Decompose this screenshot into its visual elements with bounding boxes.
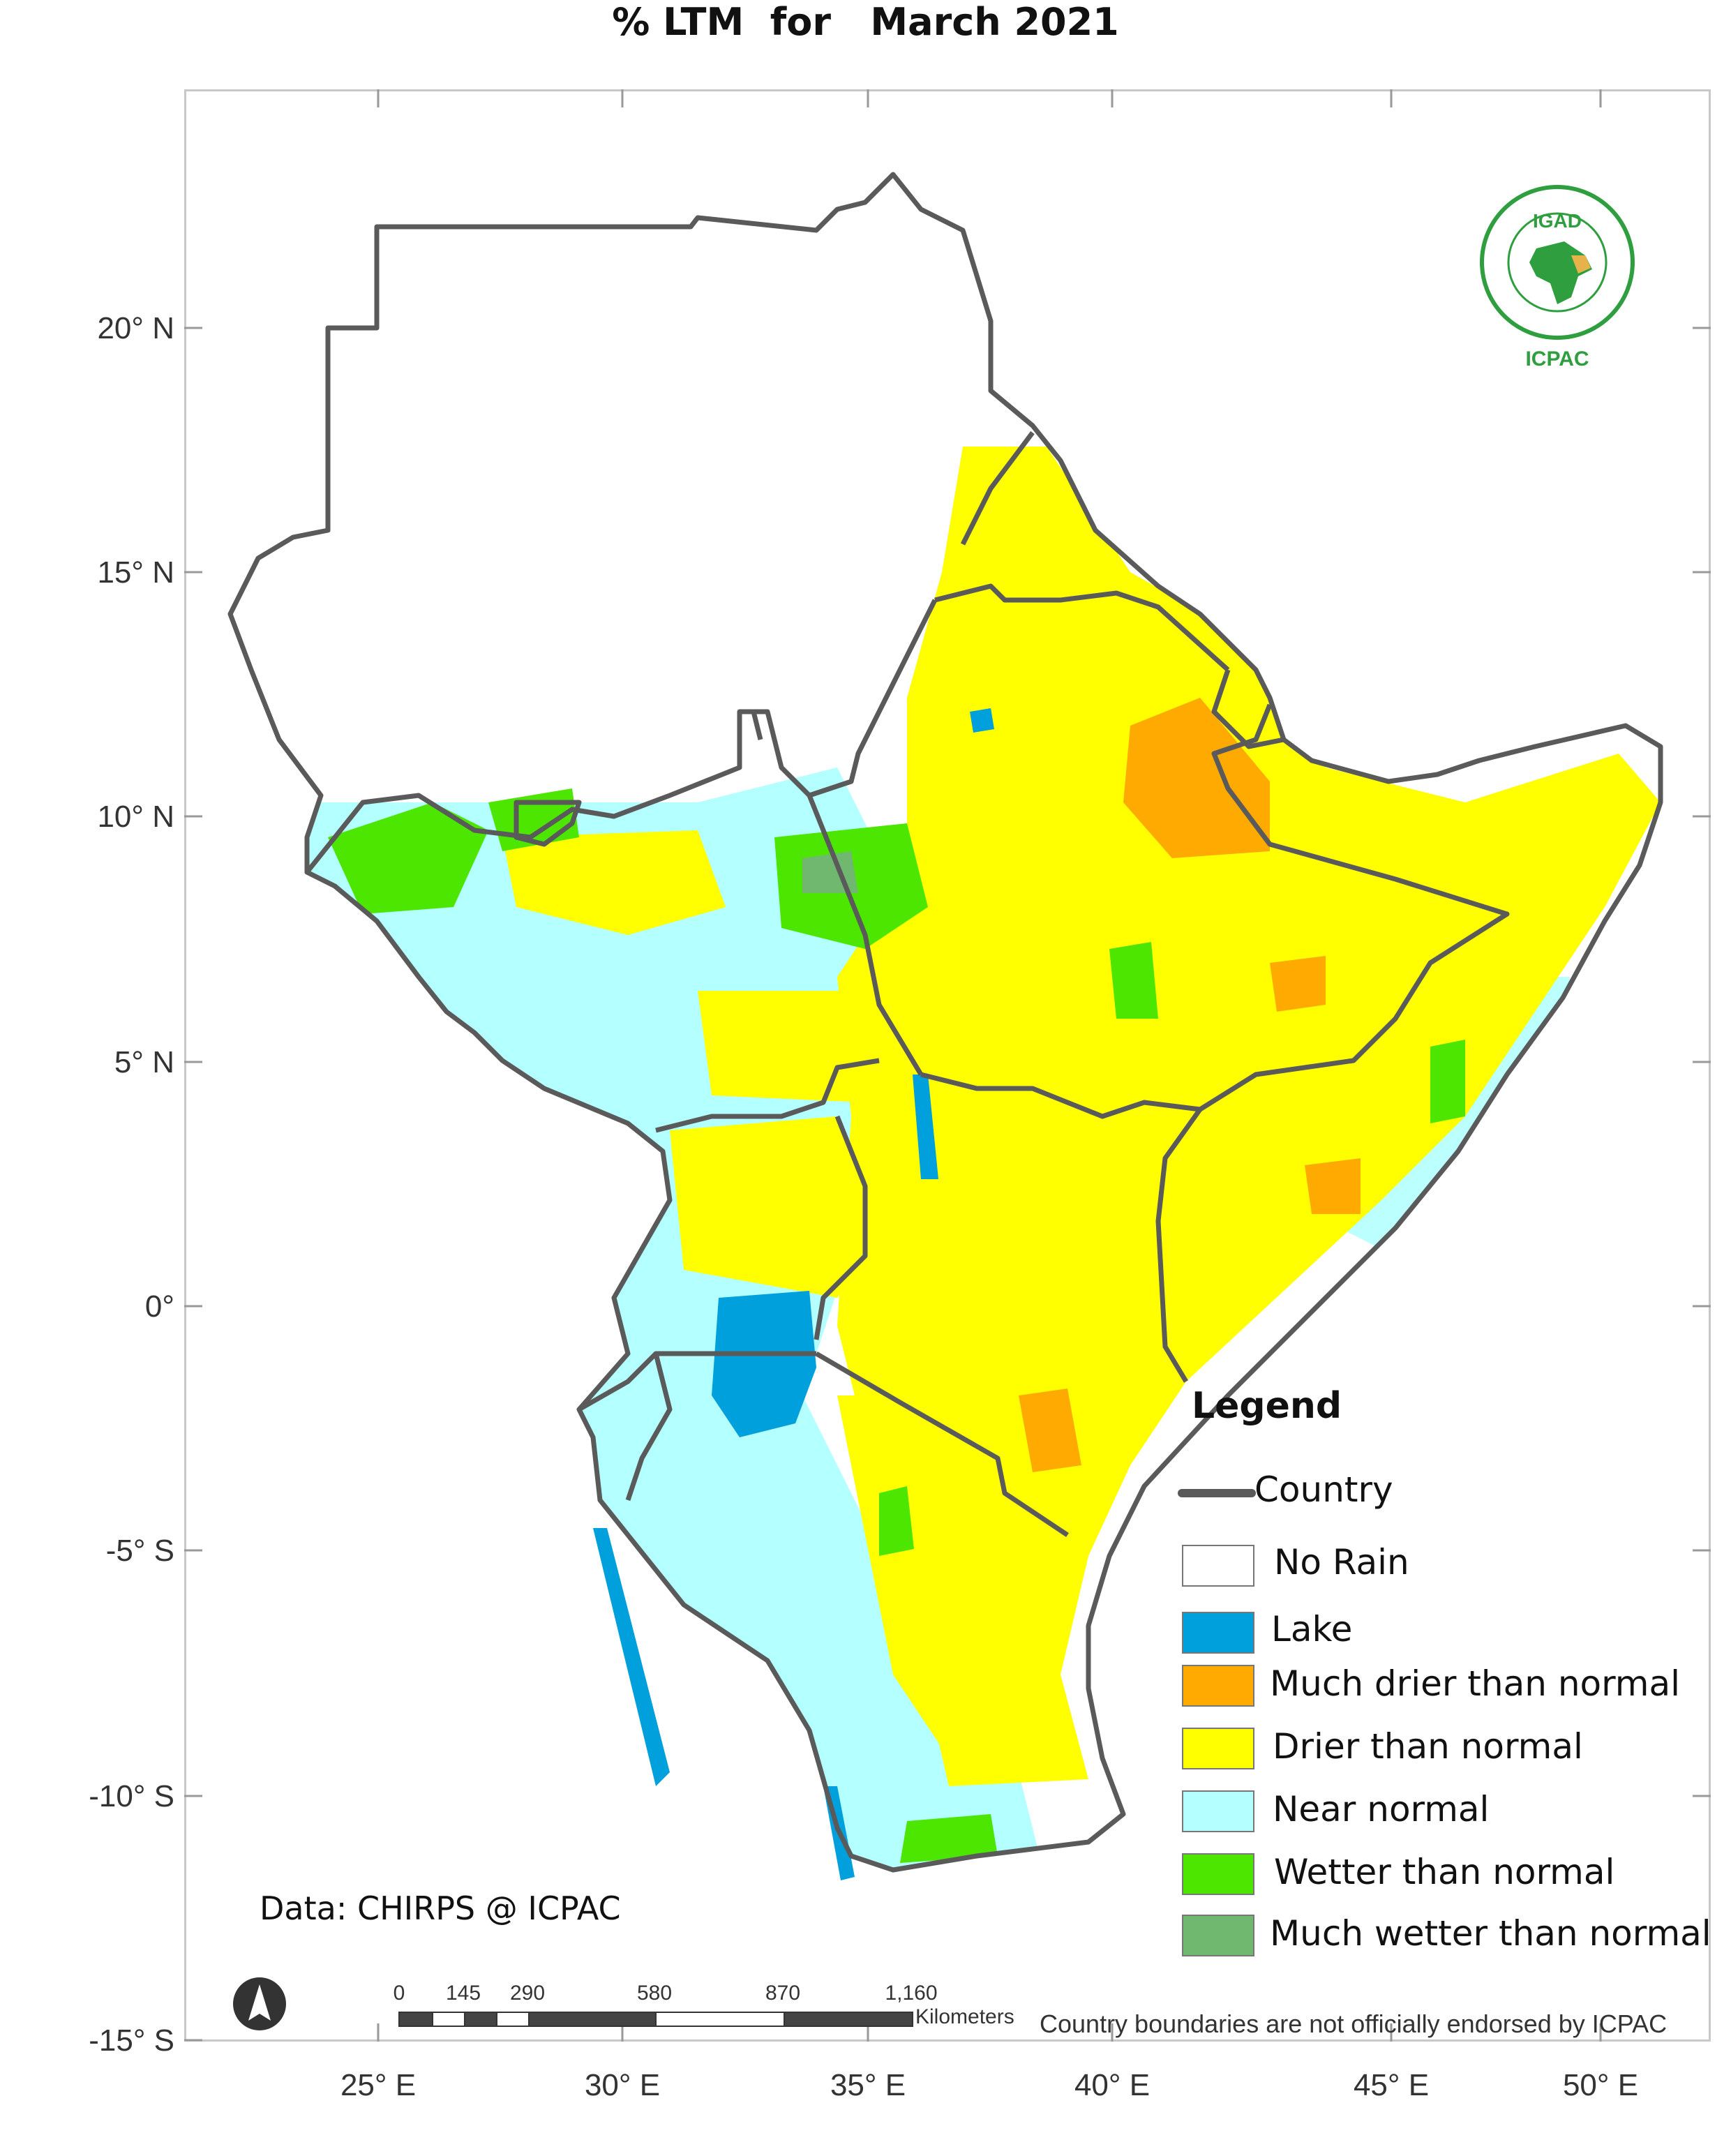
lakes xyxy=(593,708,994,1880)
border-south-sudan-ethiopia xyxy=(807,794,924,1076)
data-credit: Data: CHIRPS @ ICPAC xyxy=(260,1889,621,1927)
lake-turkana xyxy=(913,1075,938,1179)
igad-region-shape-icon xyxy=(1571,255,1591,274)
legend-label-drier: Drier than normal xyxy=(1273,1726,1583,1767)
scale-tick-0: 0 xyxy=(393,1982,405,2005)
lon-label-40e: 40° E xyxy=(1074,2068,1151,2102)
scale-bar-unit: Kilometers xyxy=(915,2005,1014,2028)
north-arrow-icon xyxy=(233,1977,286,2030)
axis-ticks xyxy=(184,89,1711,2042)
lat-label-0: 0° xyxy=(144,1289,174,1324)
lat-label-5s: -5° S xyxy=(105,1534,174,1568)
lat-label-10s: -10° S xyxy=(89,1779,174,1813)
class-wetter-area-ethiopia xyxy=(1109,942,1158,1019)
scale-tick-290: 290 xyxy=(509,1982,546,2005)
border-sudan-centre xyxy=(740,709,763,740)
lon-label-30e: 30° E xyxy=(584,2068,661,2102)
legend-label-near-normal: Near normal xyxy=(1273,1789,1490,1829)
border-ethiopia-kenya xyxy=(920,1072,1201,1119)
border-sudan-south-sudan xyxy=(305,599,938,874)
legend-swatch-no-rain xyxy=(1182,1545,1254,1587)
border-eritrea xyxy=(960,431,1035,546)
lake-victoria xyxy=(712,1291,816,1437)
boundary-disclaimer: Country boundaries are not officially en… xyxy=(1040,2009,1668,2038)
lat-label-15s: -15° S xyxy=(89,2023,174,2058)
border-rwanda-burundi xyxy=(578,1351,673,1502)
class-drier-area-south-sudan xyxy=(698,991,879,1102)
lon-label-35e: 35° E xyxy=(830,2068,906,2102)
lon-label-45e: 45° E xyxy=(1353,2068,1430,2102)
class-wetter-area-west xyxy=(328,802,488,914)
border-sudan-ethiopia xyxy=(934,583,1230,672)
lake-tanganyika xyxy=(593,1528,670,1786)
igad-logo: IGAD ICPAC xyxy=(1480,185,1635,370)
border-south-sudan-uganda xyxy=(655,1058,880,1133)
lat-label-5n: 5° N xyxy=(114,1045,174,1079)
class-wetter-area-tanzania-south xyxy=(900,1814,998,1863)
scale-tick-1160: 1,160 xyxy=(885,1982,938,2005)
border-ethiopia-somalia xyxy=(1199,703,1510,1111)
lat-label-10n: 10° N xyxy=(97,800,174,834)
legend-swatch-near-normal xyxy=(1182,1790,1254,1832)
legend-label-wetter: Wetter than normal xyxy=(1274,1852,1615,1892)
logo-bottom-text: ICPAC xyxy=(1525,347,1589,370)
lake-tana xyxy=(970,708,994,733)
legend-label-much-drier: Much drier than normal xyxy=(1270,1663,1681,1704)
class-wetter-area-tanzania-central xyxy=(879,1486,914,1556)
legend-swatch-much-wetter xyxy=(1182,1915,1254,1956)
legend-country-label: Country xyxy=(1254,1469,1393,1510)
scale-tick-580: 580 xyxy=(636,1982,673,2005)
country-boundaries xyxy=(227,172,1663,1873)
class-much-drier-area-afar xyxy=(1123,698,1270,858)
scale-bar xyxy=(398,2012,913,2027)
region-outline xyxy=(227,172,1663,1873)
border-kenya-somalia xyxy=(1155,1107,1202,1383)
page-title: % LTM for March 2021 xyxy=(612,0,1119,44)
lat-label-20n: 20° N xyxy=(97,311,174,345)
class-much-wetter-area xyxy=(802,851,858,893)
scale-tick-870: 870 xyxy=(765,1982,801,2005)
class-drier-area-uganda xyxy=(670,1116,879,1298)
legend-swatch-much-drier xyxy=(1182,1665,1254,1707)
lon-label-25e: 25° E xyxy=(340,2068,417,2102)
lon-label-50e: 50° E xyxy=(1562,2068,1639,2102)
border-kenya-tanzania xyxy=(815,1351,1069,1537)
logo-top-text: IGAD xyxy=(1533,210,1582,232)
scale-tick-145: 145 xyxy=(445,1982,481,2005)
legend-swatch-wetter xyxy=(1182,1853,1254,1895)
legend-label-lake: Lake xyxy=(1271,1609,1353,1649)
legend-swatch-drier xyxy=(1182,1728,1254,1769)
class-drier-area-sudan xyxy=(502,830,726,935)
legend-label-no-rain: No Rain xyxy=(1274,1542,1409,1582)
lat-label-15n: 15° N xyxy=(97,555,174,590)
legend-label-much-wetter: Much wetter than normal xyxy=(1270,1913,1711,1954)
legend-title: Legend xyxy=(1192,1385,1342,1427)
border-sudan-west-notch xyxy=(514,800,582,847)
border-uganda-kenya xyxy=(814,1115,868,1340)
class-much-drier-area-somalia xyxy=(1305,1158,1361,1214)
class-much-drier-area-kenya xyxy=(1019,1388,1081,1472)
legend-swatch-lake xyxy=(1182,1612,1254,1654)
class-much-drier-area-ogaden xyxy=(1270,956,1326,1012)
class-wetter-area-somalia xyxy=(1430,1040,1465,1123)
border-djibouti xyxy=(1211,668,1284,749)
